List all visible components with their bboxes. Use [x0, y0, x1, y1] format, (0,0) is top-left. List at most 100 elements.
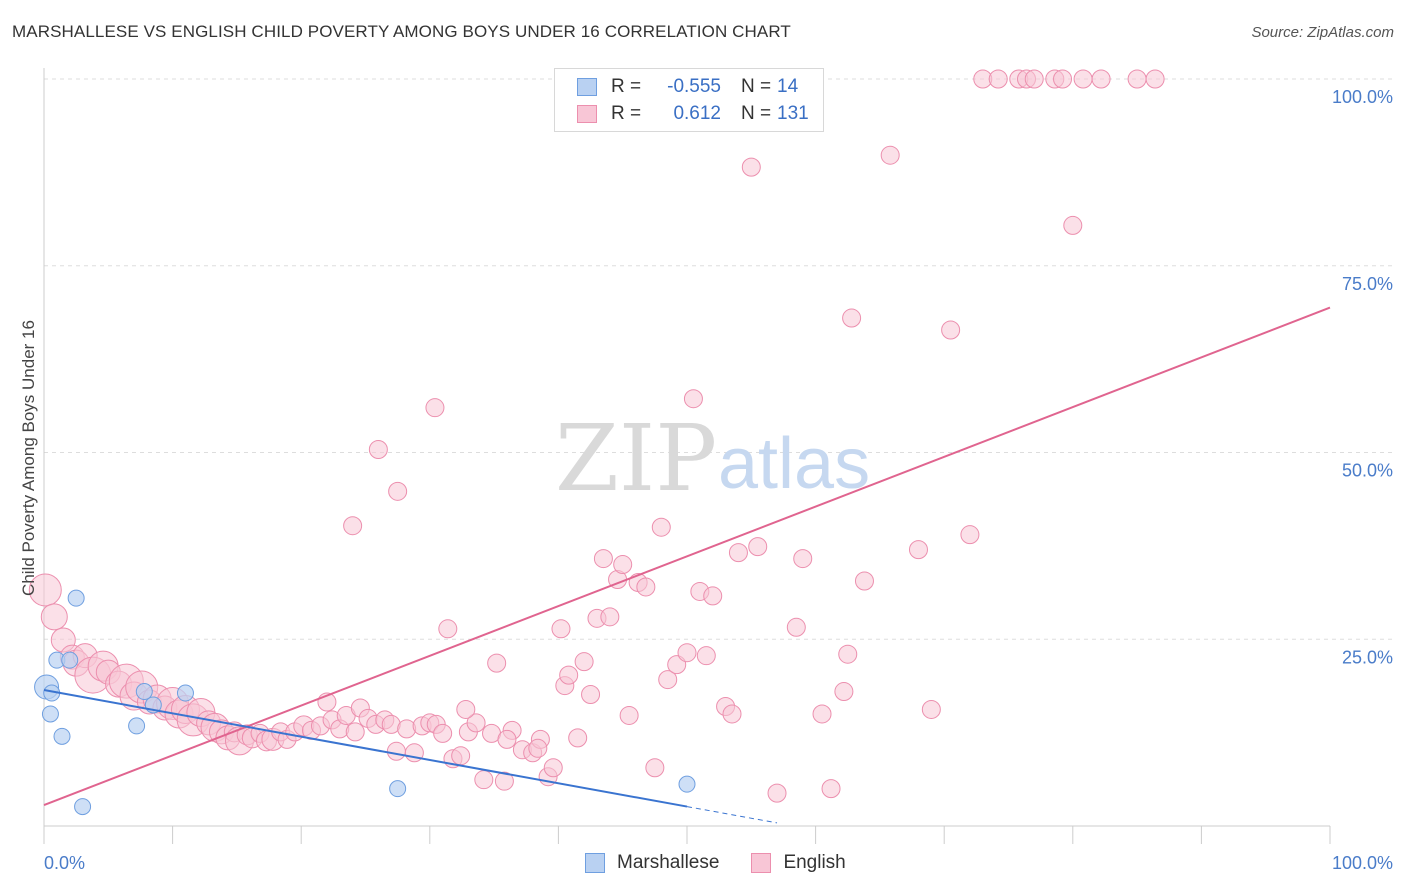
english-point [345, 722, 365, 742]
english-point [741, 157, 761, 177]
english-point [636, 577, 656, 597]
legend-swatch-marshallese [577, 78, 597, 96]
english-point [613, 555, 633, 575]
english-point [466, 713, 486, 733]
english-point [451, 746, 471, 766]
english-point [767, 783, 787, 803]
english-point [821, 779, 841, 799]
tick-labels: 25.0% 50.0% 75.0% 100.0% 0.0% 100.0% [44, 87, 1393, 873]
english-point [908, 540, 928, 560]
y-tick-label: 25.0% [1342, 647, 1393, 667]
english-point [28, 573, 62, 607]
english-point [645, 758, 665, 778]
marshallese-point [53, 727, 71, 745]
english-point [1091, 69, 1111, 89]
english-point [386, 741, 406, 761]
marshallese-point [74, 798, 92, 816]
english-point [343, 516, 363, 536]
legend-r-value-marshallese: -0.555 [667, 76, 721, 97]
source-label: Source: ZipAtlas.com [1251, 24, 1394, 41]
english-point [619, 705, 639, 725]
english-point [941, 320, 961, 340]
marshallese-point [135, 683, 153, 701]
legend-r-value-english: 0.612 [673, 103, 721, 124]
legend-n-label: N = [741, 76, 772, 97]
watermark-atlas: atlas [718, 424, 870, 504]
english-point [1145, 69, 1165, 89]
marshallese-point [389, 780, 407, 798]
bottom-legend: Marshallese English [585, 852, 878, 874]
english-point [40, 603, 68, 631]
y-tick-label: 75.0% [1342, 274, 1393, 294]
english-point [854, 571, 874, 591]
english-point [487, 653, 507, 673]
english-point [842, 308, 862, 328]
english-point [748, 537, 768, 557]
english-point [574, 652, 594, 672]
english-point [559, 665, 579, 685]
legend-swatch-english [577, 105, 597, 123]
x-tick-label: 100.0% [1332, 853, 1393, 873]
english-point [433, 723, 453, 743]
english-point [838, 644, 858, 664]
english-point [494, 771, 514, 791]
english-point [683, 389, 703, 409]
english-point [921, 699, 941, 719]
english-point [1024, 69, 1044, 89]
bottom-legend-label-marshallese: Marshallese [617, 852, 720, 873]
english-point [368, 440, 388, 460]
grid-lines [44, 78, 1395, 640]
axes [43, 68, 1331, 844]
legend-r-label: R = [611, 76, 642, 97]
english-point [696, 646, 716, 666]
english-point [728, 543, 748, 563]
bottom-legend-swatch-english [751, 853, 772, 873]
marshallese-point [61, 651, 79, 669]
legend: R = -0.555 N = 14 R = 0.612 N = 131 [554, 68, 824, 132]
english-point [397, 719, 417, 739]
english-point [1127, 69, 1147, 89]
marshallese-points [34, 589, 696, 816]
legend-n-value-marshallese: 14 [777, 76, 799, 97]
marshallese-point [41, 705, 59, 723]
x-tick-label: 0.0% [44, 853, 85, 873]
marshallese-trend-extension [686, 806, 778, 824]
english-point [988, 69, 1008, 89]
legend-r-label: R = [611, 103, 642, 124]
english-point [388, 481, 408, 501]
marshallese-trend-line [43, 689, 688, 808]
english-point [593, 549, 613, 569]
english-point [456, 699, 476, 719]
english-point [793, 549, 813, 569]
english-point [581, 685, 601, 705]
bottom-legend-english[interactable]: English [751, 852, 846, 874]
english-point [497, 729, 517, 749]
bottom-legend-label-english: English [783, 852, 846, 873]
english-point [438, 619, 458, 639]
english-point [474, 770, 494, 790]
bottom-legend-swatch-marshallese [585, 853, 605, 873]
english-point [1053, 69, 1073, 89]
english-point [960, 525, 980, 545]
english-point [543, 758, 563, 778]
english-point [1063, 215, 1083, 235]
english-point [651, 517, 671, 537]
english-point [677, 643, 697, 663]
watermark-zip: ZIP [555, 405, 717, 512]
y-tick-label: 50.0% [1342, 461, 1393, 481]
english-point [812, 704, 832, 724]
chart-title: MARSHALLESE VS ENGLISH CHILD POVERTY AMO… [12, 22, 791, 41]
legend-n-value-english: 131 [777, 103, 809, 124]
english-point [568, 728, 588, 748]
bottom-legend-marshallese[interactable]: Marshallese [585, 852, 719, 874]
english-point [600, 607, 620, 627]
marshallese-point [128, 717, 146, 735]
english-point [1073, 69, 1093, 89]
english-point [528, 738, 548, 758]
legend-n-label: N = [741, 103, 772, 124]
marshallese-point [176, 684, 194, 702]
english-point [425, 398, 445, 418]
english-point [786, 617, 806, 637]
english-point [551, 619, 571, 639]
